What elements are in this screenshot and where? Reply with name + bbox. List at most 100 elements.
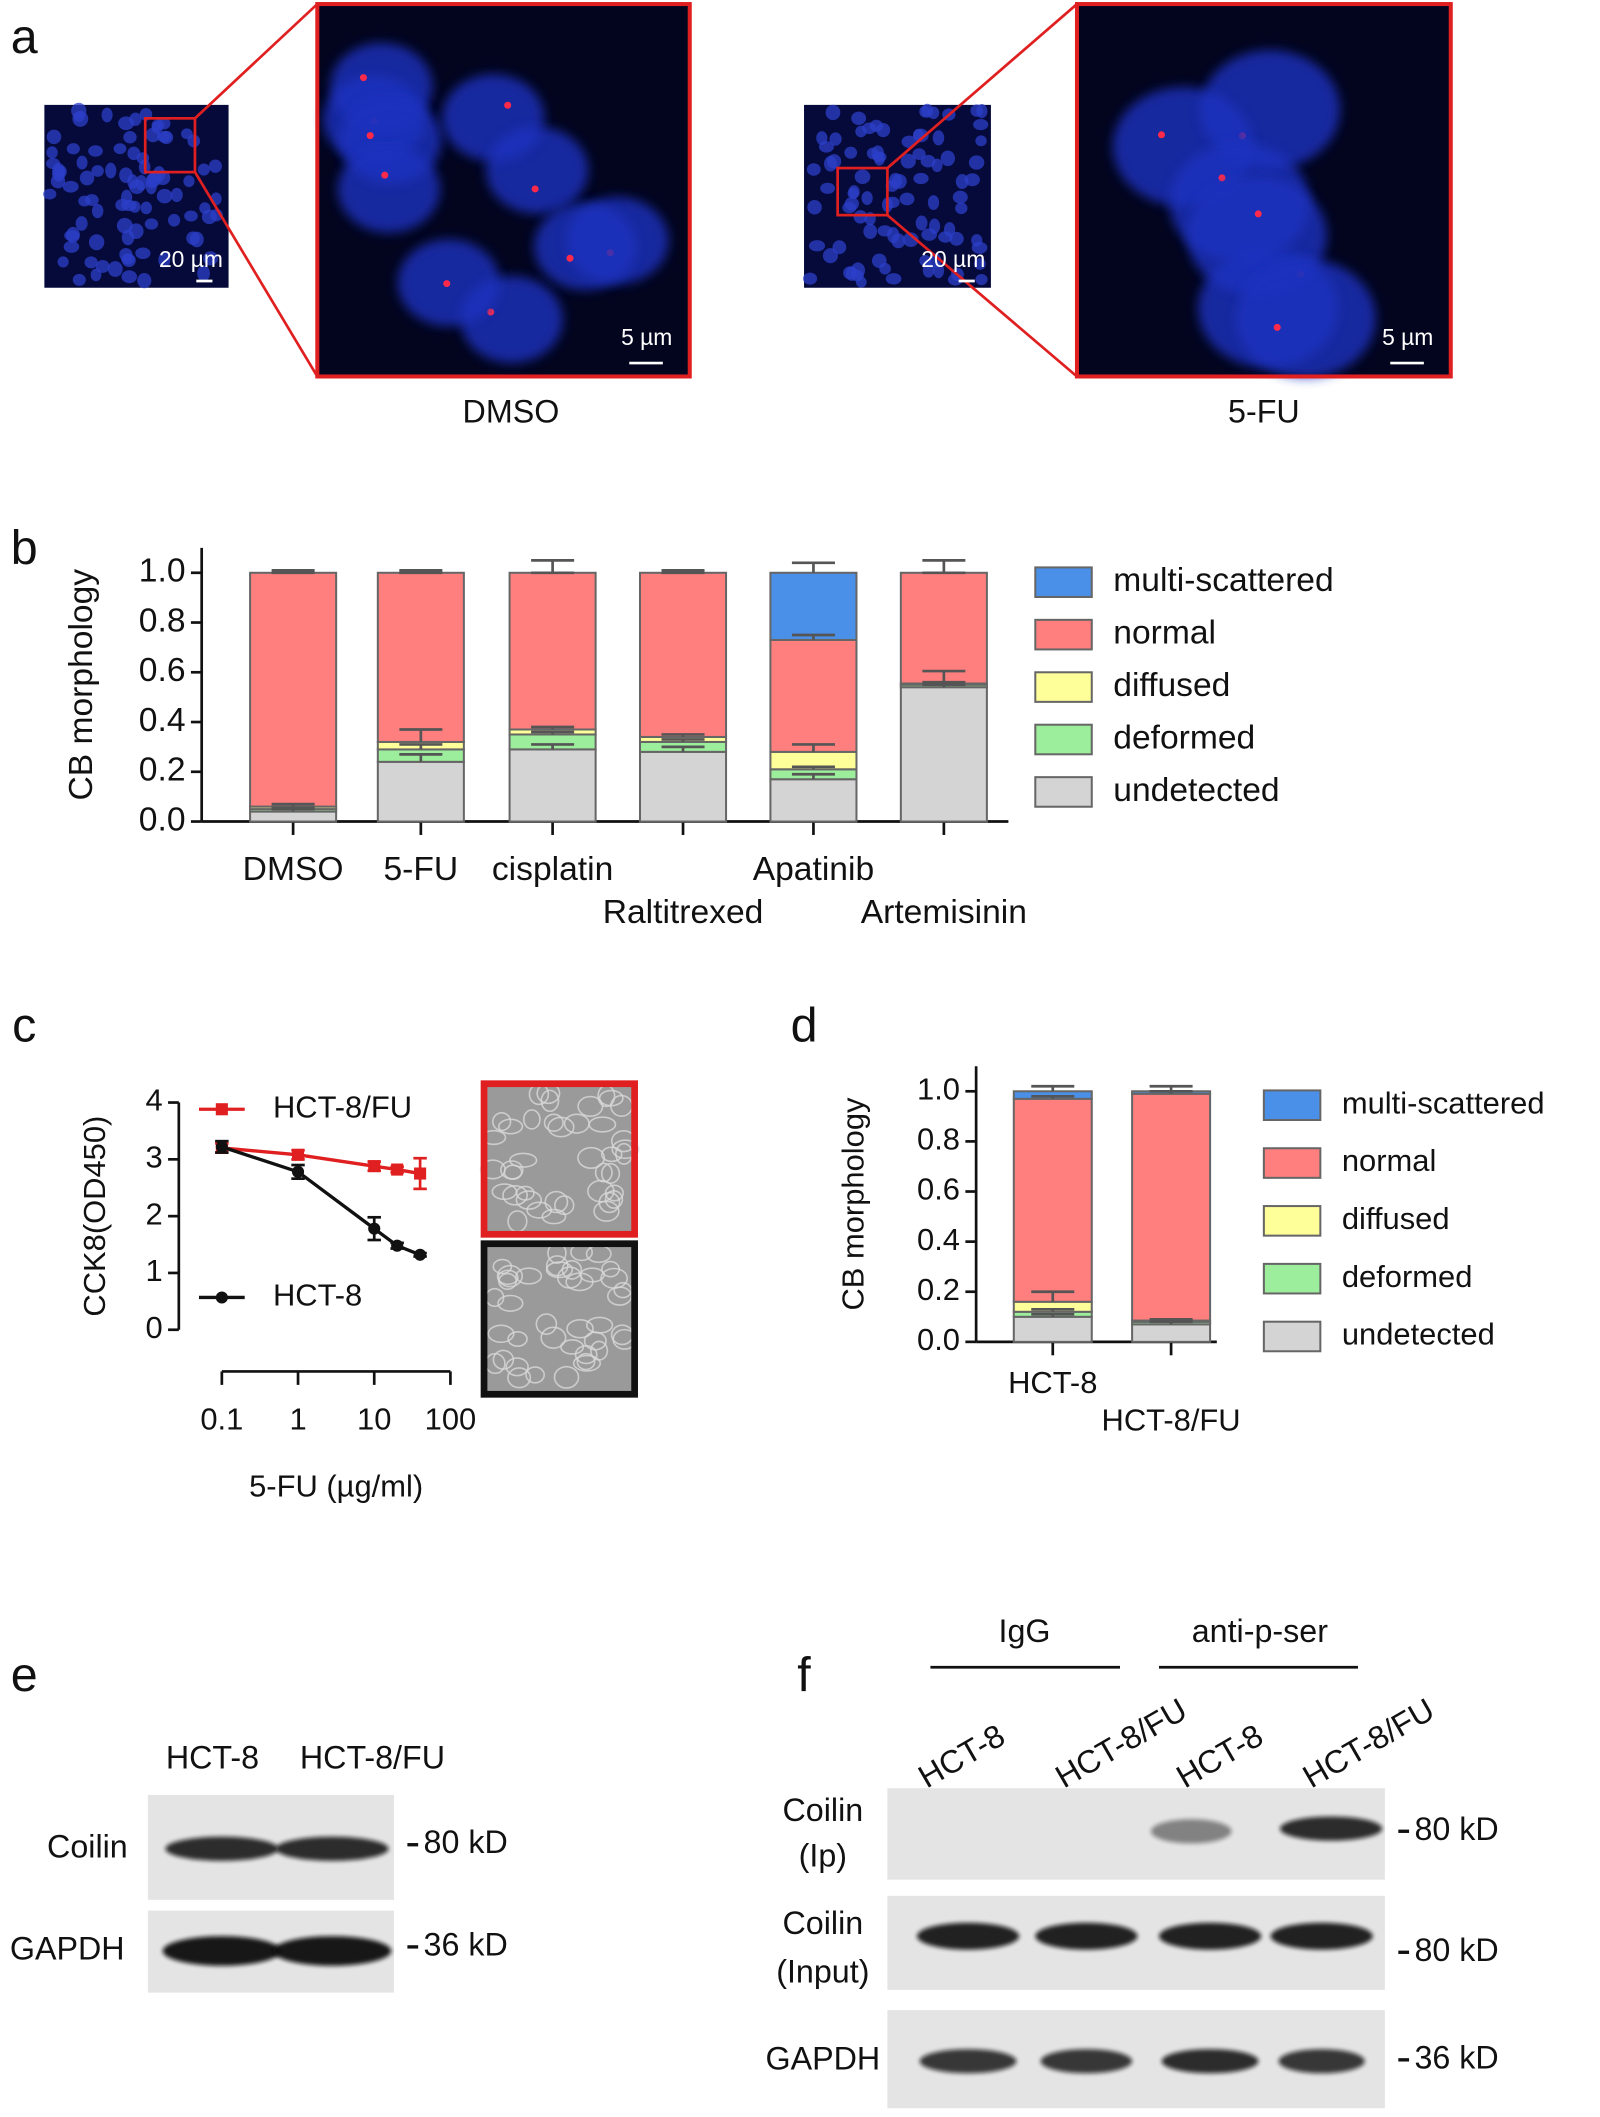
- y-tick-label: 0: [145, 1310, 162, 1345]
- bar-segment: [1131, 1323, 1212, 1343]
- x-tick-label: cisplatin: [492, 851, 613, 888]
- point: [215, 1140, 228, 1153]
- cell: [577, 1095, 604, 1118]
- nucleus: [975, 135, 987, 147]
- cell: [590, 1340, 609, 1361]
- bar-segment: [899, 571, 988, 685]
- nucleus: [913, 172, 929, 185]
- nucleus: [921, 103, 934, 118]
- cell: [497, 1294, 524, 1312]
- nucleus: [964, 173, 980, 187]
- error-bar: [791, 633, 835, 640]
- bar-segment: [769, 638, 858, 753]
- x-axis-label: 5-FU (µg/ml): [249, 1469, 423, 1504]
- error-bar: [399, 753, 443, 762]
- cell: [491, 1112, 512, 1132]
- point: [291, 1165, 305, 1178]
- cell: [601, 1260, 620, 1278]
- condition-label: 5-FU: [1228, 394, 1300, 430]
- cell: [561, 1260, 583, 1280]
- point: [368, 1222, 381, 1235]
- legend-swatch: [1262, 1320, 1322, 1353]
- scale-label: 20 µm: [159, 246, 223, 272]
- nucleus: [827, 154, 842, 169]
- nucleus: [129, 179, 145, 194]
- nucleus: [885, 196, 900, 209]
- cell: [507, 1367, 532, 1389]
- nucleus: [46, 158, 61, 170]
- nucleus: [116, 217, 133, 234]
- nucleus: [863, 223, 878, 239]
- cell: [491, 1183, 518, 1201]
- cell: [594, 1162, 613, 1183]
- nucleus: [63, 240, 80, 253]
- bar-segment: [769, 571, 858, 641]
- band: [1158, 1922, 1262, 1950]
- nucleus: [825, 104, 841, 121]
- zoom-line: [886, 214, 1078, 378]
- cell-image-frame: [480, 1240, 638, 1398]
- cajal-body: [366, 132, 374, 140]
- error-bar: [1031, 1290, 1075, 1302]
- cell: [604, 1184, 624, 1202]
- y-tick-label: 0.0: [139, 801, 186, 838]
- nucleus: [854, 169, 871, 184]
- point: [368, 1160, 381, 1173]
- row-label: GAPDH: [766, 2041, 881, 2077]
- scale-label: 5 µm: [1382, 324, 1433, 350]
- nucleus: [820, 182, 836, 194]
- error-bar: [1031, 1312, 1075, 1317]
- cell: [503, 1164, 523, 1180]
- cell: [541, 1208, 567, 1225]
- legend-label: HCT-8: [273, 1278, 362, 1313]
- nucleus: [933, 262, 945, 279]
- legend-swatch: [1034, 618, 1093, 651]
- nucleus: [57, 256, 69, 268]
- nucleus: [829, 132, 842, 146]
- nucleus: [888, 172, 903, 189]
- band: [1161, 2049, 1259, 2074]
- nucleus: [88, 234, 105, 251]
- error-bar: [399, 743, 443, 750]
- cell: [535, 1313, 558, 1335]
- x-tick-label: Raltitrexed: [603, 894, 764, 931]
- band: [165, 1836, 279, 1861]
- legend-label: deformed: [1342, 1259, 1473, 1294]
- y-tick-label: 3: [145, 1140, 162, 1175]
- cajal-body: [531, 185, 539, 193]
- legend-swatch: [1262, 1089, 1322, 1122]
- nucleus: [915, 215, 928, 231]
- series-line: [221, 1146, 421, 1176]
- bar-segment: [376, 571, 465, 743]
- error-bar: [661, 738, 705, 742]
- cell: [572, 1354, 602, 1372]
- row-label: (Input): [776, 1953, 869, 1989]
- error-bar: [922, 669, 966, 684]
- legend-label: undetected: [1113, 772, 1279, 809]
- bar-segment: [508, 571, 597, 731]
- group-label: IgG: [999, 1613, 1051, 1649]
- cell: [553, 1365, 580, 1389]
- zoom-frame: [315, 2, 692, 379]
- cell: [547, 1116, 575, 1138]
- legend-swatch: [1034, 776, 1093, 808]
- panel-letter: d: [791, 998, 818, 1052]
- cell: [526, 1201, 553, 1219]
- nucleus: [932, 130, 945, 146]
- point: [391, 1163, 404, 1176]
- lane-label: HCT-8/FU: [1049, 1691, 1193, 1795]
- error-bar: [791, 561, 835, 573]
- cell: [544, 1190, 569, 1214]
- error-bar: [1149, 1084, 1193, 1092]
- point: [414, 1248, 427, 1261]
- nucleus: [158, 252, 171, 268]
- bar-segment: [1012, 1097, 1093, 1303]
- cell: [577, 1146, 606, 1169]
- nucleus: [66, 143, 80, 155]
- x-tick-label: 10: [357, 1401, 391, 1436]
- nucleus: [66, 226, 80, 243]
- nucleus: [534, 203, 637, 291]
- nucleus: [938, 231, 953, 243]
